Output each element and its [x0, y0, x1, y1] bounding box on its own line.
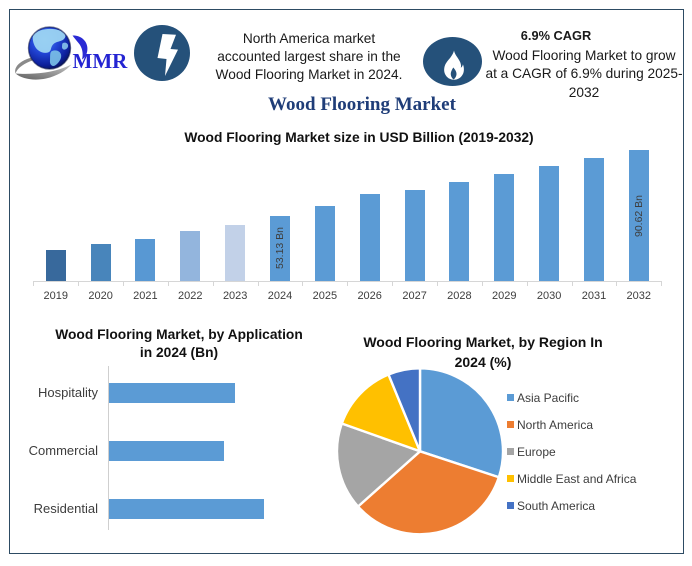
svg-text:MMR: MMR: [73, 49, 129, 73]
